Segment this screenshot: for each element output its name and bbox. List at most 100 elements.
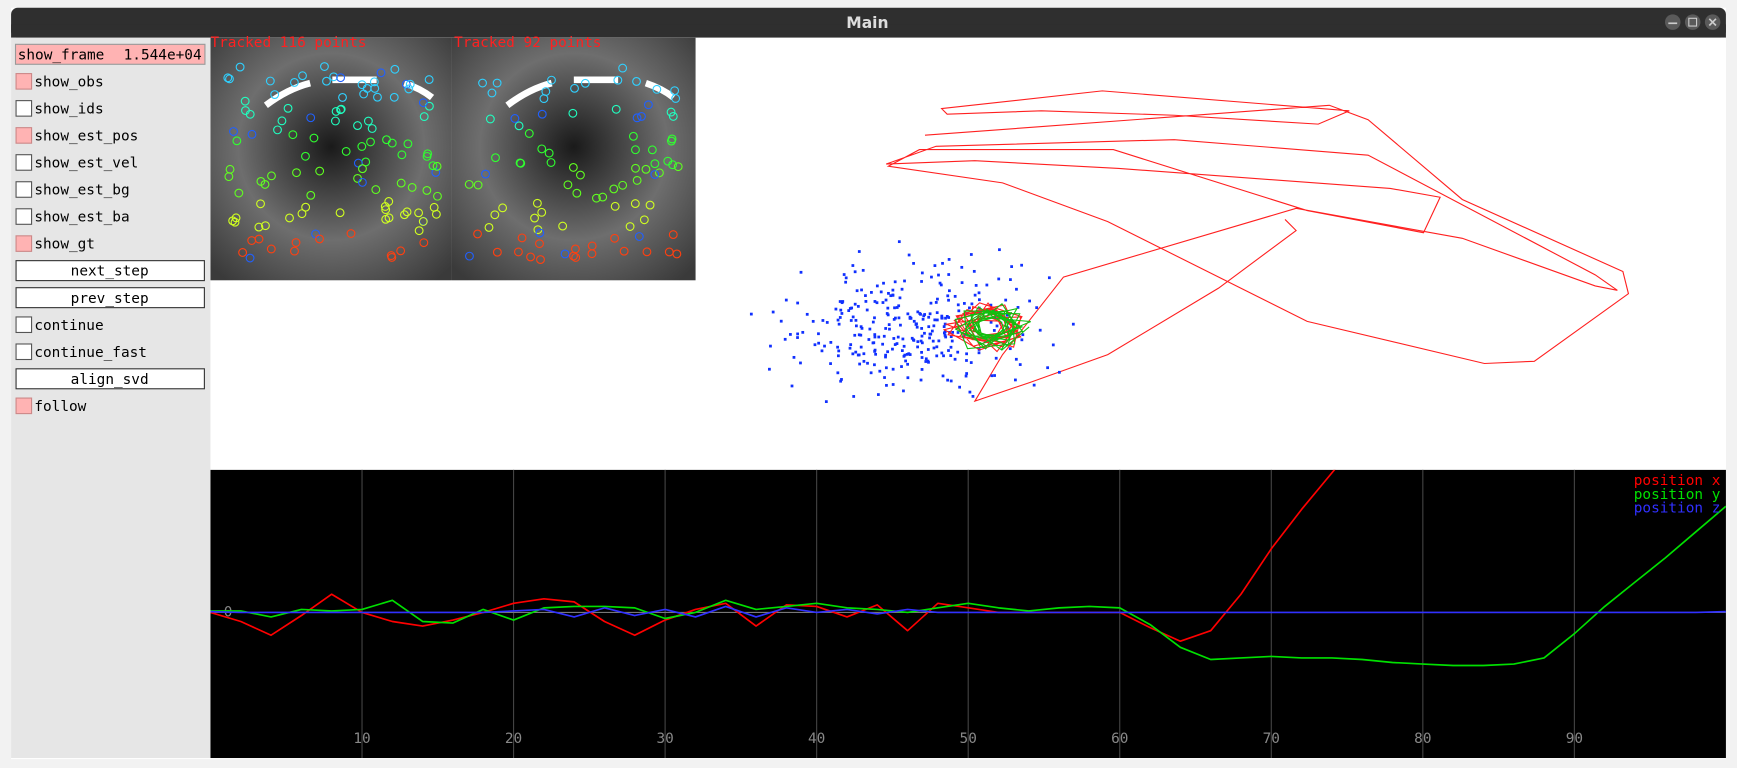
feature <box>492 78 502 88</box>
checkbox[interactable] <box>15 181 33 198</box>
map-point <box>879 290 883 294</box>
checkbox-label: continue <box>34 318 103 334</box>
button[interactable] <box>15 368 205 390</box>
feature <box>481 169 490 179</box>
feature <box>357 142 367 151</box>
slider[interactable] <box>14 43 206 65</box>
checkbox[interactable] <box>15 397 33 415</box>
map-point <box>936 297 939 301</box>
checkbox[interactable] <box>15 343 33 361</box>
map-point <box>873 333 877 336</box>
x-tick-label: 70 <box>1263 731 1280 747</box>
feature <box>491 153 500 163</box>
feature <box>568 108 578 118</box>
map-point <box>957 309 961 313</box>
checkbox[interactable] <box>15 127 33 144</box>
feature <box>619 246 629 256</box>
feature <box>382 135 391 145</box>
button[interactable] <box>15 287 205 309</box>
feature <box>320 62 329 71</box>
map-point <box>990 374 994 378</box>
map-point <box>956 303 960 307</box>
map-point <box>891 347 894 351</box>
map-point <box>829 362 832 365</box>
feature <box>373 92 382 102</box>
map-point <box>864 294 867 297</box>
checkbox[interactable] <box>15 73 33 90</box>
feature <box>224 172 234 182</box>
map-point <box>965 359 968 362</box>
ceiling-light <box>263 76 435 108</box>
map-point <box>1008 347 1012 351</box>
feature <box>336 73 346 83</box>
feature <box>389 92 399 102</box>
map-point <box>920 341 924 345</box>
feature <box>277 116 287 126</box>
feature <box>240 96 250 106</box>
feature <box>429 202 439 212</box>
map-point <box>912 339 916 342</box>
feature <box>514 121 524 131</box>
map-point <box>1038 328 1042 332</box>
button[interactable] <box>15 260 205 282</box>
feature <box>569 251 578 261</box>
feature <box>668 230 678 240</box>
minimize-button[interactable] <box>1664 14 1681 30</box>
checkbox[interactable] <box>15 316 33 334</box>
checkbox[interactable] <box>15 154 33 171</box>
checkbox-label: continue_fast <box>34 345 147 361</box>
map-point <box>783 337 787 341</box>
map-point <box>901 337 905 341</box>
checkbox[interactable] <box>15 208 33 225</box>
feature <box>241 106 250 115</box>
feature <box>641 164 651 174</box>
map-point <box>884 327 888 330</box>
map-point <box>1047 276 1051 280</box>
maximize-button[interactable] <box>1684 14 1701 30</box>
feature <box>399 210 409 220</box>
map-point <box>801 330 805 334</box>
map-point <box>962 302 966 305</box>
x-tick-label: 60 <box>1111 731 1128 747</box>
feature <box>432 161 442 171</box>
map-point <box>902 389 905 393</box>
map-point <box>898 296 902 300</box>
feature <box>485 114 495 124</box>
feature <box>309 133 319 143</box>
feature <box>234 188 244 198</box>
feature <box>376 68 386 78</box>
feature <box>306 113 316 123</box>
map-point <box>953 357 957 361</box>
map-point <box>921 317 925 321</box>
map-point <box>1014 357 1018 361</box>
map-point <box>792 355 796 359</box>
map-point <box>837 322 841 326</box>
map-point <box>853 270 857 274</box>
checkbox[interactable] <box>15 100 33 117</box>
feature <box>335 208 345 218</box>
map-point <box>893 343 897 346</box>
feature <box>613 75 623 85</box>
map-point <box>920 356 924 359</box>
feature <box>535 228 545 238</box>
map-point <box>1035 306 1039 310</box>
map-point <box>953 294 957 298</box>
map-point <box>861 268 865 272</box>
checkbox[interactable] <box>15 235 33 252</box>
feature <box>642 247 652 257</box>
map-point <box>977 306 981 310</box>
feature <box>315 234 324 244</box>
map-point <box>874 352 878 356</box>
map-point <box>817 341 821 345</box>
map-point <box>894 316 897 320</box>
feature <box>618 63 628 73</box>
map-point <box>882 334 886 338</box>
feature <box>231 213 241 223</box>
map-point <box>1004 298 1008 302</box>
map-point <box>877 335 881 339</box>
feature <box>353 121 362 131</box>
x-tick-label: 40 <box>808 731 825 747</box>
feature <box>247 129 257 139</box>
checkbox-label: show_gt <box>34 237 95 253</box>
map-point <box>942 354 945 358</box>
